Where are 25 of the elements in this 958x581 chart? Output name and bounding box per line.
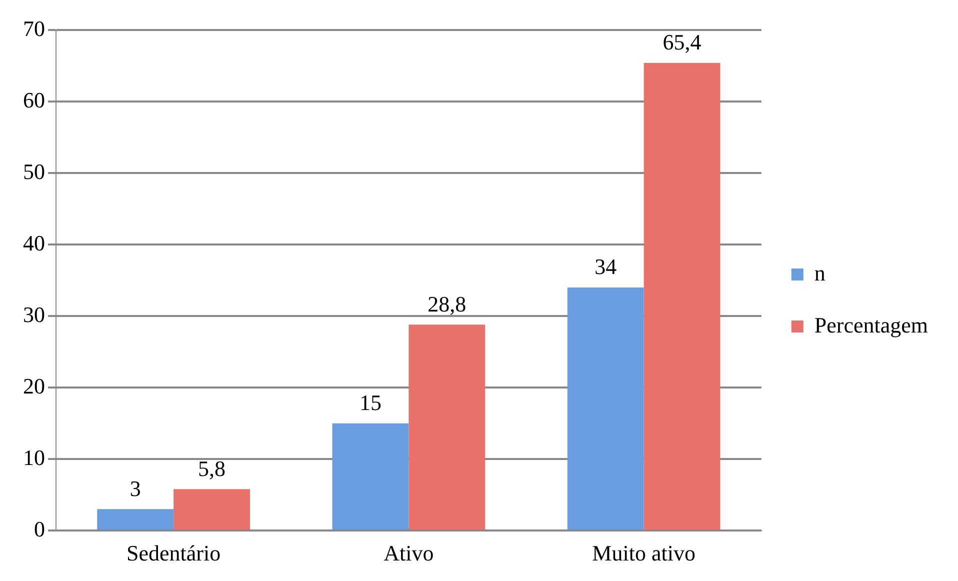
y-tick-label: 0 [34,516,45,542]
bar [567,287,644,530]
y-tick-label: 50 [23,158,45,184]
x-tick-label: Sedentário [126,540,221,566]
bar [332,423,409,530]
data-label: 5,8 [198,456,226,481]
bar [174,489,250,530]
y-tick-label: 30 [23,302,45,327]
bar [97,509,174,530]
data-label: 28,8 [428,291,466,316]
y-tick-label: 40 [23,230,45,256]
bar [408,324,486,530]
data-label: 34 [594,254,617,280]
y-tick-label: 10 [23,444,45,470]
x-tick-label: Muito ativo [592,540,696,566]
data-label: 3 [130,476,141,501]
legend-label: n [814,260,826,286]
data-label: 65,4 [662,30,702,55]
bar [644,62,720,530]
y-tick-label: 20 [23,373,45,398]
legend-label: Percentagem [814,312,928,338]
y-tick-label: 60 [23,87,45,112]
data-label: 15 [359,390,382,416]
x-tick-label: Ativo [384,540,434,566]
y-tick-label: 70 [23,16,45,41]
